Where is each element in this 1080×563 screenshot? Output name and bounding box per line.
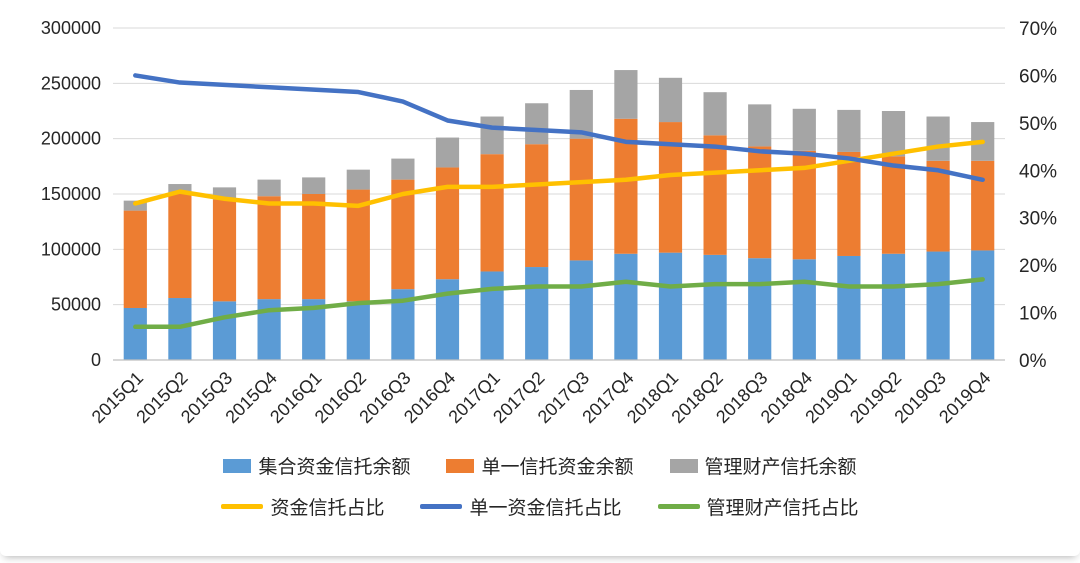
right-axis-tick-label: 40% bbox=[1019, 161, 1057, 182]
bar-segment-series-1 bbox=[971, 160, 995, 251]
legend-label: 单一资金信托占比 bbox=[469, 498, 622, 519]
trust-balance-chart: 0 50000 100000 150000 200000 250000 300000 0% 10… bbox=[0, 18, 1080, 520]
legend-row-lines: 资金信托占比 单一资金信托占比 管理财产信托占比 bbox=[221, 493, 859, 520]
left-axis-tick-label: 200000 bbox=[41, 129, 101, 149]
bar-segment-series-1 bbox=[881, 156, 906, 254]
bar-segment-series-2 bbox=[435, 137, 460, 168]
bar-segment-series-0 bbox=[525, 267, 549, 360]
bar-segment-series-0 bbox=[123, 307, 147, 360]
bar-segment-series-0 bbox=[792, 259, 816, 360]
bar-segment-series-2 bbox=[881, 111, 906, 157]
bar-segment-series-0 bbox=[703, 254, 727, 360]
legend-swatch-gray-bar bbox=[669, 458, 698, 473]
bar-segment-series-2 bbox=[391, 158, 415, 180]
bar-segment-series-1 bbox=[123, 210, 147, 308]
legend-label: 单一信托资金余额 bbox=[481, 457, 634, 478]
bar-segment-series-1 bbox=[792, 150, 816, 260]
bar-segment-series-0 bbox=[971, 250, 995, 360]
bar-segment-series-2 bbox=[926, 116, 950, 161]
bar-segment-series-1 bbox=[212, 199, 237, 302]
bar-segment-series-0 bbox=[748, 258, 772, 360]
legend-swatch-green-line bbox=[657, 504, 700, 509]
bar-segment-series-1 bbox=[569, 138, 593, 261]
legend-label: 管理财产信托占比 bbox=[706, 498, 859, 519]
chart-legend: 集合资金信托余额 单一信托资金余额 管理财产信托余额 资金信托占比 bbox=[0, 452, 1080, 520]
bar-segment-series-1 bbox=[837, 151, 861, 256]
bar-segment-series-0 bbox=[346, 301, 370, 360]
left-axis-tick-label: 150000 bbox=[41, 184, 101, 204]
legend-swatch-yellow-line bbox=[221, 504, 264, 509]
bar-segment-series-0 bbox=[658, 252, 683, 360]
bar-segment-series-2 bbox=[525, 103, 549, 145]
bar-segment-series-0 bbox=[614, 253, 638, 360]
bar-segment-series-1 bbox=[480, 154, 504, 272]
bar-segment-series-2 bbox=[792, 108, 816, 151]
left-axis-tick-label: 0 bbox=[91, 350, 101, 370]
bar-segment-series-2 bbox=[168, 184, 192, 193]
chart-plot-area: 0 50000 100000 150000 200000 250000 300000 0% 10… bbox=[41, 18, 1057, 427]
legend-item-collective-balance: 集合资金信托余额 bbox=[223, 452, 410, 479]
bar-segment-series-1 bbox=[703, 135, 727, 255]
legend-item-property-trust-ratio: 管理财产信托占比 bbox=[657, 493, 859, 520]
right-axis-tick-label: 10% bbox=[1019, 304, 1057, 325]
bar-segment-series-0 bbox=[212, 301, 237, 360]
legend-item-single-balance: 单一信托资金余额 bbox=[446, 452, 634, 479]
right-axis-tick-label: 70% bbox=[1019, 19, 1057, 40]
bar-segment-series-1 bbox=[391, 179, 415, 290]
legend-item-property-balance: 管理财产信托余额 bbox=[669, 452, 857, 479]
right-axis-tick-label: 50% bbox=[1019, 114, 1057, 135]
left-axis-tick-label: 50000 bbox=[51, 295, 101, 315]
legend-swatch-blue-bar bbox=[223, 458, 252, 473]
ratio-line-series-2 bbox=[133, 277, 985, 330]
legend-swatch-blue-line bbox=[420, 504, 463, 509]
left-axis-tick-label: 300000 bbox=[41, 18, 101, 38]
bar-segment-series-1 bbox=[614, 118, 638, 254]
bar-segment-series-2 bbox=[614, 70, 638, 119]
left-axis-tick-label: 100000 bbox=[41, 239, 101, 259]
legend-row-bars: 集合资金信托余额 单一信托资金余额 管理财产信托余额 bbox=[223, 452, 857, 479]
bar-segment-series-0 bbox=[881, 253, 906, 360]
bar-segment-series-2 bbox=[569, 89, 593, 139]
bar-segment-series-0 bbox=[480, 271, 504, 360]
legend-swatch-orange-bar bbox=[446, 458, 475, 473]
bar-segment-series-0 bbox=[569, 260, 593, 360]
bar-segment-series-0 bbox=[435, 279, 460, 360]
legend-label: 集合资金信托余额 bbox=[258, 457, 411, 478]
right-axis-tick-label: 20% bbox=[1019, 256, 1057, 277]
bar-segment-series-1 bbox=[748, 146, 772, 259]
bar-segment-series-2 bbox=[837, 109, 861, 152]
right-axis-tick-label: 0% bbox=[1019, 351, 1047, 372]
bar-segment-series-1 bbox=[257, 196, 281, 300]
legend-item-single-fund-ratio: 单一资金信托占比 bbox=[420, 493, 622, 520]
legend-item-fund-trust-ratio: 资金信托占比 bbox=[221, 493, 384, 520]
legend-label: 管理财产信托余额 bbox=[704, 457, 857, 478]
bar-segment-series-1 bbox=[926, 160, 950, 252]
bar-segment-series-2 bbox=[748, 104, 772, 147]
bar-segment-series-1 bbox=[658, 122, 683, 253]
ratio-line-series-0 bbox=[133, 139, 985, 209]
bar-segment-series-1 bbox=[525, 144, 549, 268]
bar-segment-series-0 bbox=[837, 255, 861, 360]
left-axis-tick-label: 250000 bbox=[41, 73, 101, 93]
bar-segment-series-2 bbox=[480, 116, 504, 155]
bar-segment-series-0 bbox=[257, 299, 281, 360]
bar-segment-series-1 bbox=[346, 189, 370, 302]
ratio-line-series-1 bbox=[133, 73, 985, 183]
bar-segment-series-0 bbox=[391, 289, 415, 360]
right-axis-tick-label: 60% bbox=[1019, 66, 1057, 87]
bar-segment-series-0 bbox=[302, 299, 326, 360]
bar-segment-series-2 bbox=[302, 177, 326, 194]
bar-segment-series-0 bbox=[926, 251, 950, 360]
bar-segment-series-2 bbox=[703, 92, 727, 136]
bar-segment-series-1 bbox=[168, 192, 192, 299]
bar-segment-series-2 bbox=[257, 179, 281, 197]
bar-segment-series-2 bbox=[658, 77, 683, 123]
legend-label: 资金信托占比 bbox=[270, 498, 385, 519]
bar-segment-series-1 bbox=[435, 167, 460, 280]
bar-segment-series-2 bbox=[346, 169, 370, 190]
right-axis-tick-label: 30% bbox=[1019, 209, 1057, 230]
bar-segment-series-1 bbox=[302, 194, 326, 300]
